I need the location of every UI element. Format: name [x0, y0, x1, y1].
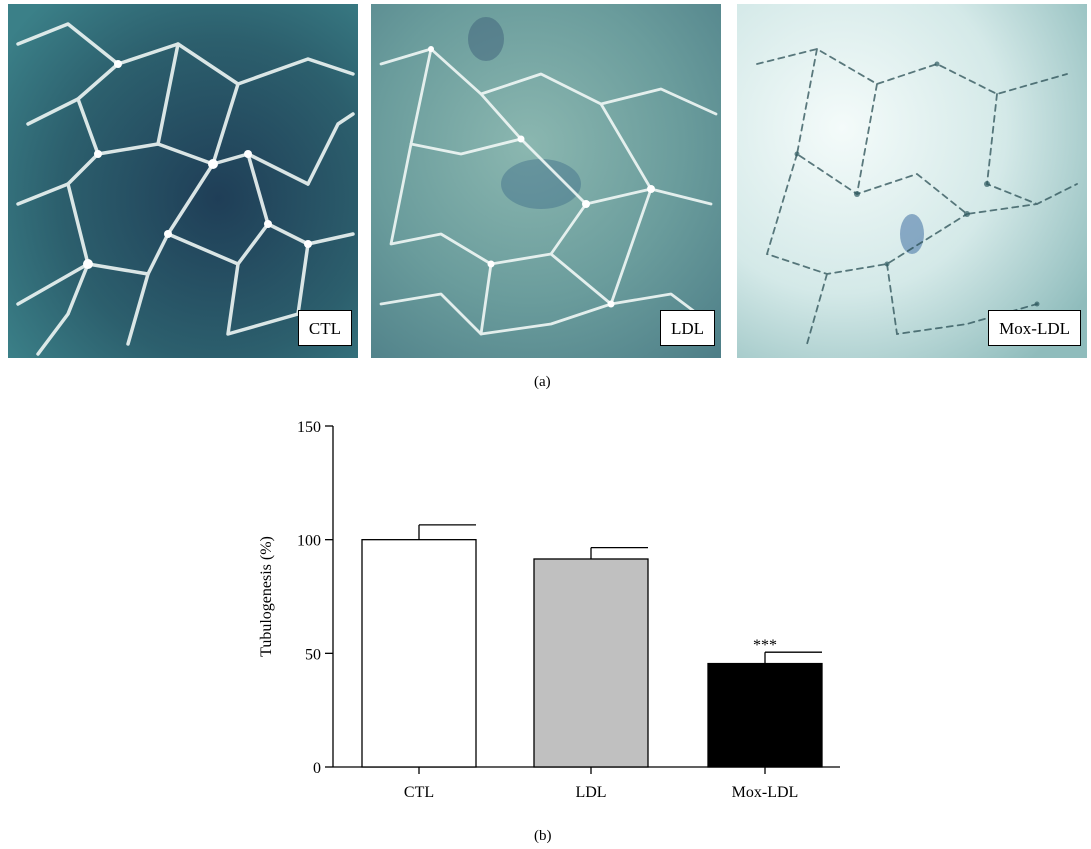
- panel-b-label: (b): [534, 828, 552, 844]
- y-tick-label: 100: [297, 533, 321, 550]
- x-tick-label: LDL: [575, 784, 606, 801]
- micrograph-moxldl-image: [737, 4, 1087, 358]
- chart-labels: 0 50 100 150 Tubulogenesis (%) CTL LDL Mox-LDL *…: [258, 419, 798, 801]
- micrograph-ctl: CTL: [8, 4, 358, 358]
- micrograph-ldl-image: [371, 4, 721, 358]
- y-tick-label: 150: [297, 419, 321, 436]
- micrograph-ldl: LDL: [371, 4, 721, 358]
- micrograph-label: CTL: [297, 310, 352, 346]
- micrograph-ctl-image: [8, 4, 358, 358]
- bar-ldl: [533, 558, 649, 768]
- bar-mox-ldl: [707, 662, 823, 768]
- micrograph-label: Mox-LDL: [988, 310, 1081, 346]
- significance-annotation: ***: [753, 637, 777, 654]
- bar-ctl: [361, 539, 477, 768]
- y-tick-label: 0: [313, 760, 321, 777]
- y-tick-label: 50: [305, 646, 321, 663]
- micrograph-moxldl: Mox-LDL: [737, 4, 1087, 358]
- chart-bars: [361, 524, 823, 768]
- y-axis-title: Tubulogenesis (%): [258, 536, 275, 657]
- x-tick-label: Mox-LDL: [732, 784, 799, 801]
- tubulogenesis-bar-chart: 0 50 100 150 Tubulogenesis (%) CTL LDL Mox-LDL *…: [258, 419, 840, 801]
- x-tick-label: CTL: [404, 784, 434, 801]
- panel-a-label: (a): [534, 374, 551, 390]
- micrograph-label: LDL: [659, 310, 715, 346]
